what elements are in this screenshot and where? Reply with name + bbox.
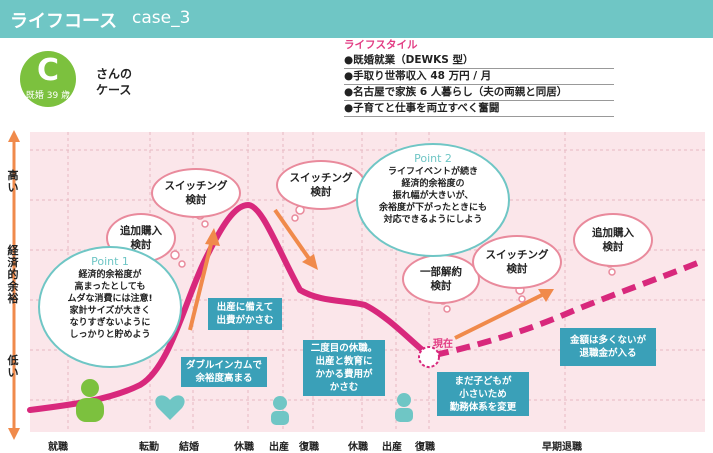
trend-arrows [188, 208, 554, 340]
y-label-high: 高い [7, 169, 19, 194]
lifestyle-item: ●子育てと仕事を両立すべく奮闘 [344, 101, 614, 117]
case-label-line: ケース [96, 83, 132, 97]
x-label: 休職 [348, 442, 368, 453]
x-label: 転勤 [139, 442, 159, 453]
case-label-line: さんの [96, 67, 133, 81]
thought-bubble: スイッチング 検討 [472, 235, 562, 289]
lifestyle-item: ●既婚就業（DEWKS 型） [344, 53, 614, 69]
case-label: さんの ケース [96, 66, 132, 98]
note-second-leave: 二度目の休職。 出産と教育に かかる費用が かさむ [303, 340, 385, 396]
note-work-change: まだ子どもが 小さいため 勤務体系を変更 [437, 372, 529, 416]
lifestyle-title: ライフスタイル [344, 39, 418, 51]
person-figure-icon [76, 379, 104, 422]
x-label: 復職 [299, 442, 319, 453]
x-label: 早期退職 [542, 442, 582, 453]
case-id: case_3 [132, 8, 191, 28]
thought-bubble: 追加購入 検討 [573, 213, 653, 267]
x-label: 出産 [382, 442, 402, 453]
baby-icon [271, 396, 289, 425]
badge-sub: 既婚 39 歳 [25, 91, 71, 101]
heart-icon [155, 395, 185, 420]
now-marker [418, 346, 440, 368]
thought-bubble: 一部解約 検討 [402, 254, 480, 304]
x-label: 休職 [234, 442, 254, 453]
lifestyle-item: ●手取り世帯収入 48 万円 / 月 [344, 69, 614, 85]
thought-bubble: スイッチング 検討 [151, 168, 241, 218]
y-label-mid: 経済的余裕 [7, 244, 19, 305]
lifestyle-panel: ライフスタイル ●既婚就業（DEWKS 型） ●手取り世帯収入 48 万円 / … [344, 38, 614, 117]
badge-letter: C [36, 53, 60, 88]
page-title: ライフコース [10, 11, 118, 32]
person-badge: C 既婚 39 歳 [20, 51, 76, 107]
y-axis-down-arrow-icon [8, 428, 20, 440]
now-label: 現在 [433, 339, 453, 350]
x-label: 出産 [269, 442, 289, 453]
y-label-low: 低い [7, 354, 19, 379]
baby-icon [395, 393, 413, 422]
thought-bubble: スイッチング 検討 [276, 160, 366, 210]
life-curve [27, 201, 432, 413]
x-label: 結婚 [179, 442, 199, 453]
x-label: 就職 [48, 442, 68, 453]
x-label: 復職 [415, 442, 435, 453]
note-double-income: ダブルインカムで 余裕度高まる [181, 357, 267, 387]
lifestyle-item: ●名古屋で家族 6 人暮らし（夫の両親と同居） [344, 85, 614, 101]
note-retirement: 金額は多くないが 退職金が入る [560, 328, 656, 366]
y-axis-up-arrow-icon [8, 130, 20, 142]
note-childbirth: 出産に備えて 出費がかさむ [208, 298, 282, 330]
header-bar: ライフコース case_3 [0, 0, 713, 38]
point2-bubble: Point 2 ライフイベントが続き 経済的余裕度の 振れ幅が大きいが、 余裕度が下… [356, 143, 510, 257]
point1-bubble: Point 1 経済的余裕度が 高まったとしても ムダな消費には注意! 家計サイズが… [38, 246, 182, 368]
